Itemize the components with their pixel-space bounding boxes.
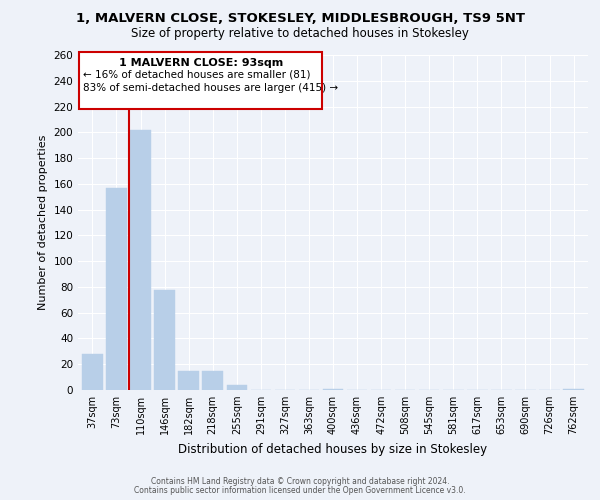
Bar: [82, 354, 103, 390]
Bar: [323, 388, 343, 390]
Text: 1, MALVERN CLOSE, STOKESLEY, MIDDLESBROUGH, TS9 5NT: 1, MALVERN CLOSE, STOKESLEY, MIDDLESBROU…: [76, 12, 524, 26]
Bar: [227, 385, 247, 390]
Text: 83% of semi-detached houses are larger (415) →: 83% of semi-detached houses are larger (…: [83, 84, 338, 94]
Text: Contains public sector information licensed under the Open Government Licence v3: Contains public sector information licen…: [134, 486, 466, 495]
Bar: [154, 290, 175, 390]
Bar: [130, 130, 151, 390]
X-axis label: Distribution of detached houses by size in Stokesley: Distribution of detached houses by size …: [178, 442, 488, 456]
FancyBboxPatch shape: [79, 52, 322, 109]
Bar: [106, 188, 127, 390]
Bar: [178, 370, 199, 390]
Bar: [563, 388, 584, 390]
Text: 1 MALVERN CLOSE: 93sqm: 1 MALVERN CLOSE: 93sqm: [119, 58, 283, 68]
Y-axis label: Number of detached properties: Number of detached properties: [38, 135, 48, 310]
Text: Size of property relative to detached houses in Stokesley: Size of property relative to detached ho…: [131, 28, 469, 40]
Text: ← 16% of detached houses are smaller (81): ← 16% of detached houses are smaller (81…: [83, 69, 310, 79]
Text: Contains HM Land Registry data © Crown copyright and database right 2024.: Contains HM Land Registry data © Crown c…: [151, 477, 449, 486]
Bar: [202, 370, 223, 390]
